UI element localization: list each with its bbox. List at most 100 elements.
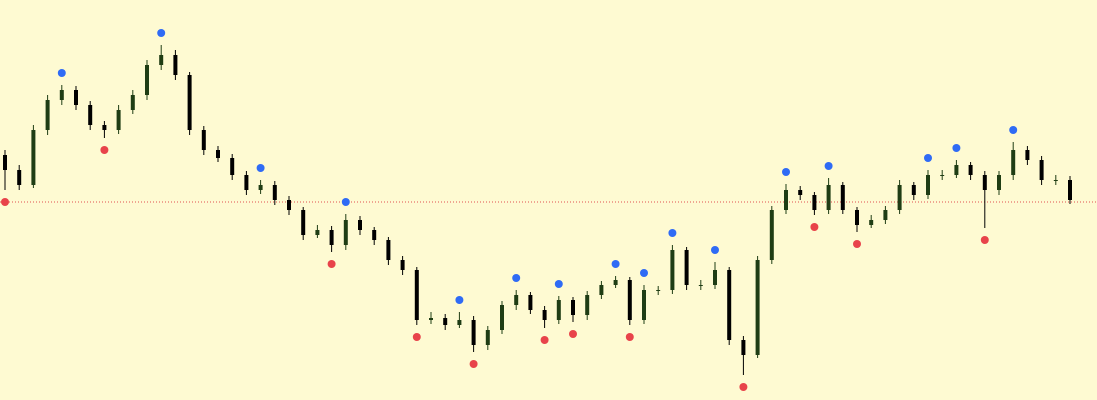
fractal-up — [611, 260, 620, 268]
candle-body — [1039, 160, 1044, 180]
candle-body — [514, 295, 519, 305]
candle-body — [556, 300, 561, 320]
candle-body — [216, 150, 220, 158]
candle-body — [542, 310, 547, 320]
candle-body — [3, 155, 7, 170]
candle-body — [642, 290, 646, 320]
candle-body — [59, 90, 64, 100]
candle-body — [187, 75, 192, 130]
candle-body — [926, 175, 930, 195]
candle-body — [130, 95, 135, 110]
candle-body — [230, 158, 235, 175]
candle-body — [1025, 150, 1030, 160]
candle-body — [911, 185, 916, 195]
candle-body — [329, 230, 334, 245]
fractal-up — [924, 154, 932, 162]
fractal-down — [540, 336, 549, 344]
candle-body — [571, 300, 575, 315]
candle-body — [173, 55, 178, 75]
candle-body — [500, 305, 504, 330]
fractal-down — [739, 383, 748, 391]
candle-body — [869, 220, 874, 225]
fractal-up — [455, 296, 464, 304]
candle-body — [1053, 180, 1058, 181]
candle-body — [358, 220, 362, 230]
fractal-up — [668, 229, 677, 237]
candle-body — [414, 270, 419, 320]
fractal-up — [512, 274, 521, 282]
candle-body — [74, 90, 78, 105]
candle-body — [145, 65, 149, 95]
fractal-down — [810, 223, 819, 231]
candle-body — [982, 175, 987, 190]
candle-body — [343, 220, 348, 245]
candle-body — [855, 210, 859, 225]
candle-body — [798, 190, 803, 195]
candle-body — [585, 295, 590, 315]
candle-body — [201, 130, 206, 150]
candle-body — [727, 270, 732, 340]
candle-body — [258, 185, 263, 190]
fractal-down — [853, 240, 861, 248]
candle-body — [88, 105, 93, 125]
candle-body — [485, 330, 490, 345]
candle-body — [301, 210, 306, 235]
fractal-up — [782, 168, 790, 176]
fractal-down — [327, 260, 336, 268]
candle-body — [997, 175, 1001, 190]
fractal-down — [412, 333, 421, 341]
fractal-down — [1, 198, 9, 206]
candle-body — [400, 260, 405, 270]
candle-body — [784, 190, 788, 210]
fractal-up — [1009, 126, 1018, 134]
candle-body — [769, 210, 774, 260]
candle-body — [940, 175, 945, 176]
fractal-down — [980, 236, 989, 244]
candle-body — [826, 185, 831, 210]
candle-body — [670, 250, 675, 290]
fractal-up — [57, 69, 66, 77]
candle-body — [372, 230, 377, 240]
candle-body — [684, 250, 689, 285]
candle-body — [698, 285, 703, 286]
fractal-up — [952, 144, 961, 152]
fractal-up — [554, 280, 563, 288]
candle-body — [116, 110, 121, 130]
candle-body — [599, 285, 604, 295]
fractal-up — [711, 246, 719, 254]
candle-body — [1011, 150, 1016, 175]
fractal-down — [469, 360, 478, 368]
candle-body — [159, 55, 164, 65]
candle-body — [457, 320, 462, 325]
candle-body — [443, 318, 448, 325]
candle-body — [713, 270, 717, 285]
candle-body — [429, 318, 433, 320]
fractal-up — [256, 164, 265, 172]
candle-body — [272, 185, 277, 200]
candle-body — [1068, 180, 1072, 200]
candle-body — [613, 280, 618, 285]
fractal-down — [625, 333, 634, 341]
fractal-down — [569, 330, 577, 338]
candle-body — [45, 100, 50, 130]
candle-body — [102, 125, 107, 130]
fractal-down — [100, 146, 109, 154]
candle-body — [315, 230, 320, 235]
candle-body — [840, 185, 845, 210]
fractal-up — [157, 29, 166, 37]
candle-body — [471, 320, 476, 345]
candle-body — [954, 165, 959, 175]
candle-body — [244, 175, 249, 190]
candle-body — [883, 210, 888, 220]
fractal-up — [824, 162, 833, 170]
fractal-up — [341, 198, 350, 206]
candle-body — [897, 185, 902, 210]
candle-body — [17, 170, 22, 185]
candle-body — [528, 295, 533, 310]
candle-body — [386, 240, 391, 260]
candle-body — [627, 280, 632, 320]
fractal-up — [640, 269, 648, 277]
candle-body — [812, 195, 817, 210]
candle-body — [656, 290, 661, 291]
